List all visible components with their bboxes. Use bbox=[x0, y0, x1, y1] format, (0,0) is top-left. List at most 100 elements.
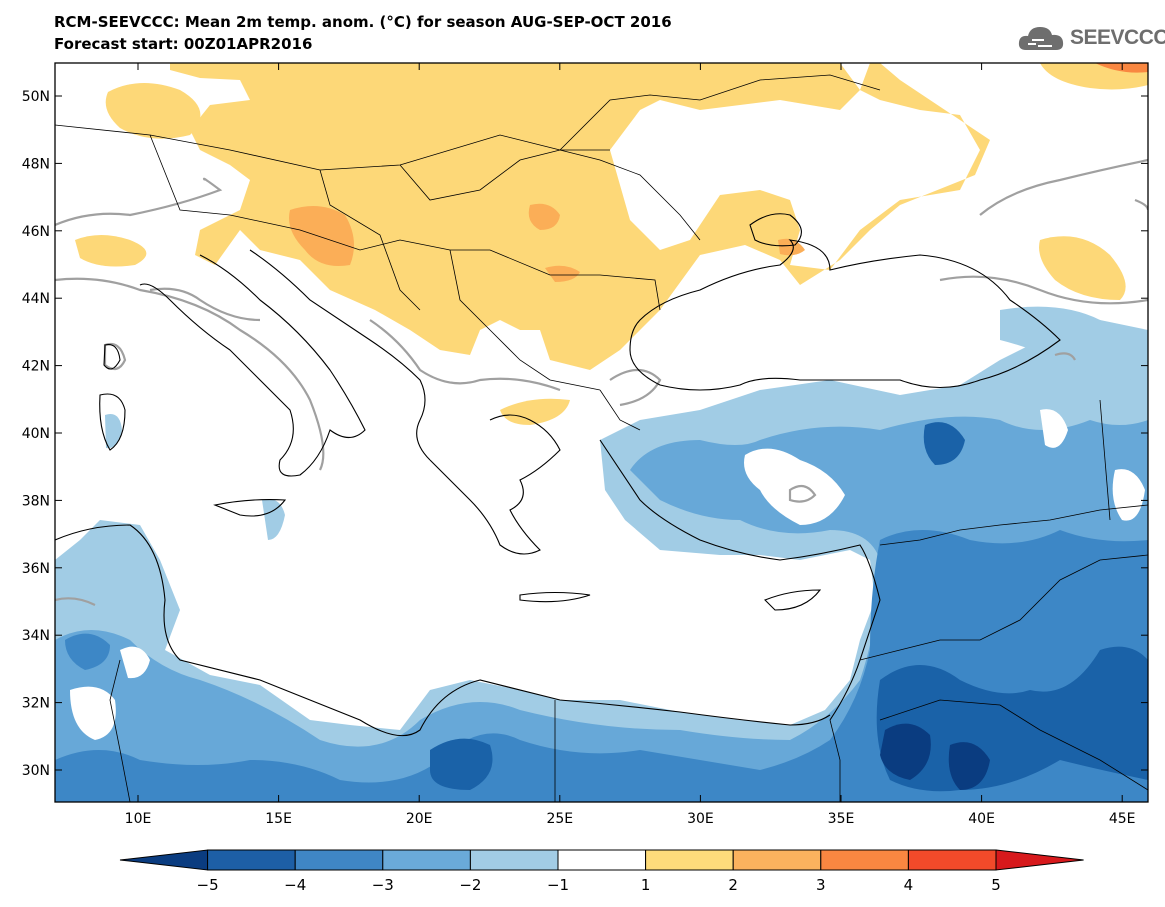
lat-label: 48N bbox=[22, 156, 50, 172]
colorbar-label: −1 bbox=[547, 876, 569, 894]
warm-core-far-north-east bbox=[1095, 63, 1148, 73]
cold-core-east bbox=[948, 742, 990, 790]
colorbar-label: 4 bbox=[904, 876, 914, 894]
colorbar-label: −5 bbox=[197, 876, 219, 894]
lat-label: 50N bbox=[22, 89, 50, 105]
sardinia-coast bbox=[99, 393, 126, 451]
zero-anomaly-contours bbox=[55, 158, 1148, 606]
country-borders bbox=[55, 74, 1148, 802]
crete-coast bbox=[519, 591, 591, 603]
neutral-gap-east-turkey bbox=[1040, 409, 1068, 448]
colorbar-segment bbox=[557, 849, 647, 871]
colorbar-min-arrow bbox=[119, 849, 209, 871]
lat-label: 46N bbox=[22, 224, 50, 240]
colorbar-label: −2 bbox=[459, 876, 481, 894]
cold-region-tunisia bbox=[65, 633, 110, 670]
zero-contour-line bbox=[979, 158, 1148, 216]
cold-region-level3-east bbox=[55, 530, 1148, 802]
warm-anomaly-regions bbox=[75, 63, 1148, 425]
country-border bbox=[829, 719, 841, 802]
lat-label: 34N bbox=[22, 628, 50, 644]
lon-label: 35E bbox=[828, 811, 855, 827]
lon-label: 20E bbox=[406, 811, 433, 827]
zero-contour-line bbox=[1054, 352, 1076, 361]
country-border bbox=[879, 504, 1148, 546]
colorbar-segment bbox=[645, 849, 734, 871]
warm-region-north-west bbox=[105, 82, 201, 139]
corsica-coast bbox=[103, 344, 121, 370]
colorbar-segment bbox=[907, 849, 997, 871]
forecast-start-label: Forecast start: 00Z01APR2016 bbox=[54, 35, 313, 53]
longitude-axis: 10E 15E 20E 25E 30E 35E 40E 45E bbox=[125, 63, 1136, 827]
colorbar-label: −3 bbox=[372, 876, 394, 894]
cold-region-sicily bbox=[262, 499, 285, 540]
country-border bbox=[859, 554, 1148, 661]
colorbar-segment bbox=[382, 849, 471, 871]
cold-region-level4-arabia bbox=[876, 646, 1148, 792]
neutral-gap-libya-west bbox=[70, 686, 116, 740]
colorbar-label: 5 bbox=[991, 876, 1001, 894]
colorbar: −5 −4 −3 −2 −1 1 2 3 4 5 bbox=[119, 849, 1084, 894]
logo-text: SEEVCCC bbox=[1070, 26, 1165, 49]
cold-region-sardinia bbox=[105, 414, 122, 449]
country-border bbox=[559, 74, 881, 151]
neutral-gap-tunisia bbox=[120, 646, 150, 679]
lat-label: 42N bbox=[22, 359, 50, 375]
zero-contour-line bbox=[55, 597, 96, 606]
italy-coast bbox=[139, 254, 366, 477]
lon-label: 30E bbox=[687, 811, 714, 827]
cold-core-anatolia bbox=[923, 422, 965, 465]
latitude-axis: 50N 48N 46N 44N 42N 40N 38N 36N 34N 32N 30N bbox=[22, 89, 1148, 779]
lat-label: 44N bbox=[22, 291, 50, 307]
lat-label: 30N bbox=[22, 763, 50, 779]
map-canvas bbox=[55, 63, 1148, 802]
warm-core-romania bbox=[528, 203, 560, 230]
cold-region-caspian bbox=[1000, 306, 1148, 380]
zero-contour-line bbox=[149, 287, 261, 322]
country-border bbox=[319, 169, 421, 311]
zero-contour-line bbox=[369, 319, 561, 392]
colorbar-label: 2 bbox=[728, 876, 738, 894]
warm-region-balkan-south bbox=[500, 398, 570, 425]
zero-contour-line bbox=[103, 342, 127, 371]
country-border bbox=[599, 389, 641, 431]
country-border bbox=[109, 659, 131, 802]
zero-contour-line bbox=[55, 177, 223, 227]
warm-region-east bbox=[1039, 236, 1126, 300]
adriatic-east-coast bbox=[249, 249, 431, 461]
colorbar-segment bbox=[820, 849, 909, 871]
zero-contour-line bbox=[788, 484, 817, 503]
coastlines bbox=[55, 213, 1061, 737]
warm-core-alps bbox=[289, 206, 354, 266]
lon-label: 40E bbox=[968, 811, 995, 827]
lat-label: 38N bbox=[22, 493, 50, 509]
colorbar-segment bbox=[294, 849, 384, 871]
cold-core-libya bbox=[430, 738, 493, 790]
country-border bbox=[1099, 399, 1111, 521]
turkey-south-coast bbox=[599, 439, 881, 721]
lat-label: 32N bbox=[22, 696, 50, 712]
greece-coast bbox=[429, 414, 561, 555]
warm-region-west bbox=[75, 235, 147, 267]
country-border bbox=[449, 249, 601, 391]
colorbar-max-arrow bbox=[995, 849, 1084, 871]
sicily-coast bbox=[213, 499, 287, 517]
warm-core-crimea bbox=[778, 238, 805, 256]
colorbar-segment bbox=[207, 849, 296, 871]
lat-label: 40N bbox=[22, 426, 50, 442]
zero-contour-line bbox=[55, 277, 325, 471]
map-title: RCM-SEEVCCC: Mean 2m temp. anom. (°C) fo… bbox=[54, 13, 672, 31]
cold-anomaly-regions bbox=[55, 306, 1148, 802]
warm-core-serbia bbox=[545, 265, 580, 282]
lon-label: 25E bbox=[546, 811, 573, 827]
colorbar-label: 3 bbox=[816, 876, 826, 894]
africa-north-coast bbox=[55, 524, 831, 737]
seevccc-logo: SEEVCCC bbox=[1016, 22, 1165, 56]
cold-core-iraq bbox=[880, 723, 931, 780]
colorbar-label: 1 bbox=[641, 876, 651, 894]
country-border bbox=[149, 134, 661, 311]
zero-contour-line bbox=[939, 275, 1148, 305]
cyprus-coast bbox=[764, 589, 822, 611]
zero-contour-line bbox=[609, 368, 662, 407]
